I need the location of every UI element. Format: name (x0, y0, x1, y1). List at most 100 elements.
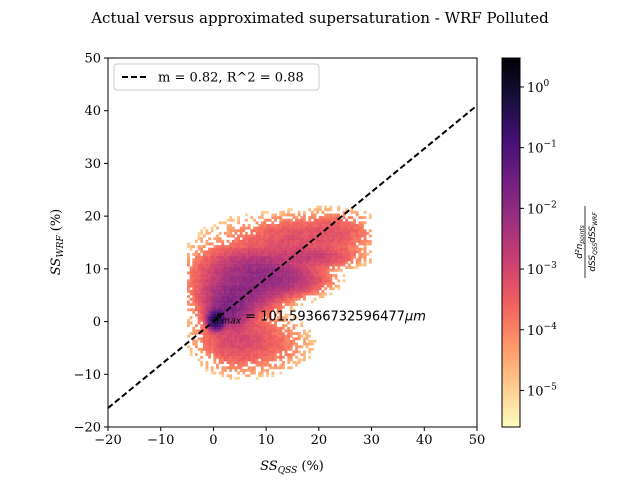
heatmap-cell (216, 347, 219, 351)
heatmap-cell (289, 239, 293, 243)
heatmap-cell (263, 345, 267, 349)
heatmap-cell (337, 237, 341, 241)
heatmap-cell (237, 255, 240, 259)
heatmap-cell (245, 329, 248, 333)
heatmap-cell (239, 250, 243, 254)
heatmap-cell (279, 279, 283, 283)
heatmap-cell (350, 231, 354, 235)
heatmap-cell (297, 266, 301, 270)
rmax-annotation-unit: μm (404, 309, 426, 324)
heatmap-cell (300, 334, 304, 338)
heatmap-cell (187, 324, 190, 328)
heatmap-cell (271, 300, 275, 304)
heatmap-cell (295, 224, 298, 227)
heatmap-cell (292, 276, 296, 280)
heatmap-cell (242, 224, 246, 227)
heatmap-cell (200, 274, 204, 277)
heatmap-cell (234, 231, 238, 235)
heatmap-cell (239, 229, 243, 233)
heatmap-cell (247, 247, 251, 251)
heatmap-cell (258, 287, 262, 291)
heatmap-cell (334, 255, 338, 259)
heatmap-cell (289, 234, 293, 238)
heatmap-cell (324, 274, 327, 277)
heatmap-cell (210, 300, 214, 304)
heatmap-cell (221, 258, 225, 262)
heatmap-cell (226, 250, 230, 254)
heatmap-cell (210, 334, 214, 338)
heatmap-cell (358, 250, 362, 254)
heatmap-cell (268, 276, 272, 280)
heatmap-cell (226, 224, 230, 227)
heatmap-cell (292, 332, 296, 335)
heatmap-cell (192, 289, 196, 293)
heatmap-cell (281, 245, 285, 248)
heatmap-cell (305, 274, 309, 277)
heatmap-cell (189, 308, 193, 312)
heatmap-cell (263, 289, 267, 293)
heatmap-cell (345, 255, 349, 259)
heatmap-cell (237, 303, 240, 306)
heatmap-cell (332, 231, 335, 235)
heatmap-cell (242, 242, 246, 246)
heatmap-cell (221, 332, 225, 335)
heatmap-cell (368, 250, 372, 254)
heatmap-cell (345, 247, 349, 251)
heatmap-cell (200, 332, 204, 335)
heatmap-cell (271, 342, 275, 346)
heatmap-cell (231, 363, 235, 367)
heatmap-cell (295, 347, 298, 351)
heatmap-cell (208, 276, 211, 280)
heatmap-cell (316, 242, 320, 246)
heatmap-cell (308, 255, 312, 259)
heatmap-cell (292, 282, 296, 285)
heatmap-cell (295, 292, 298, 296)
heatmap-cell (213, 253, 217, 256)
heatmap-cell (263, 263, 267, 267)
heatmap-cell (329, 287, 333, 291)
heatmap-cell (308, 226, 312, 230)
heatmap-cell (226, 287, 230, 291)
heatmap-cell (274, 260, 277, 264)
heatmap-cell (192, 326, 196, 330)
heatmap-cell (268, 255, 272, 259)
heatmap-cell (310, 266, 314, 270)
heatmap-cell (266, 289, 269, 293)
heatmap-cell (363, 247, 367, 251)
heatmap-cell (202, 274, 206, 277)
heatmap-cell (213, 271, 217, 275)
heatmap-cell (266, 226, 269, 230)
heatmap-cell (226, 311, 230, 314)
heatmap-cell (332, 258, 335, 262)
heatmap-cell (271, 303, 275, 306)
heatmap-cell (234, 292, 238, 296)
heatmap-cell (363, 263, 367, 267)
heatmap-cell (255, 342, 259, 346)
heatmap-cell (297, 229, 301, 233)
heatmap-cell (300, 303, 304, 306)
heatmap-cell (303, 329, 306, 333)
heatmap-cell (263, 308, 267, 312)
heatmap-cell (366, 239, 370, 243)
heatmap-cell (318, 295, 322, 299)
heatmap-cell (279, 292, 283, 296)
heatmap-cell (252, 292, 256, 296)
heatmap-cell (252, 355, 256, 359)
heatmap-cell (260, 284, 264, 288)
heatmap-cell (303, 260, 306, 264)
heatmap-cell (350, 245, 354, 248)
heatmap-cell (245, 231, 248, 235)
heatmap-cell (250, 353, 254, 357)
heatmap-cell (216, 340, 219, 343)
heatmap-cell (208, 250, 211, 254)
heatmap-cell (210, 340, 214, 343)
heatmap-cell (295, 260, 298, 264)
heatmap-cell (202, 289, 206, 293)
heatmap-cell (297, 221, 301, 225)
heatmap-cell (194, 342, 198, 346)
heatmap-cell (268, 350, 272, 354)
heatmap-cell (321, 292, 325, 296)
heatmap-cell (305, 282, 309, 285)
heatmap-cell (342, 247, 346, 251)
heatmap-cell (281, 334, 285, 338)
